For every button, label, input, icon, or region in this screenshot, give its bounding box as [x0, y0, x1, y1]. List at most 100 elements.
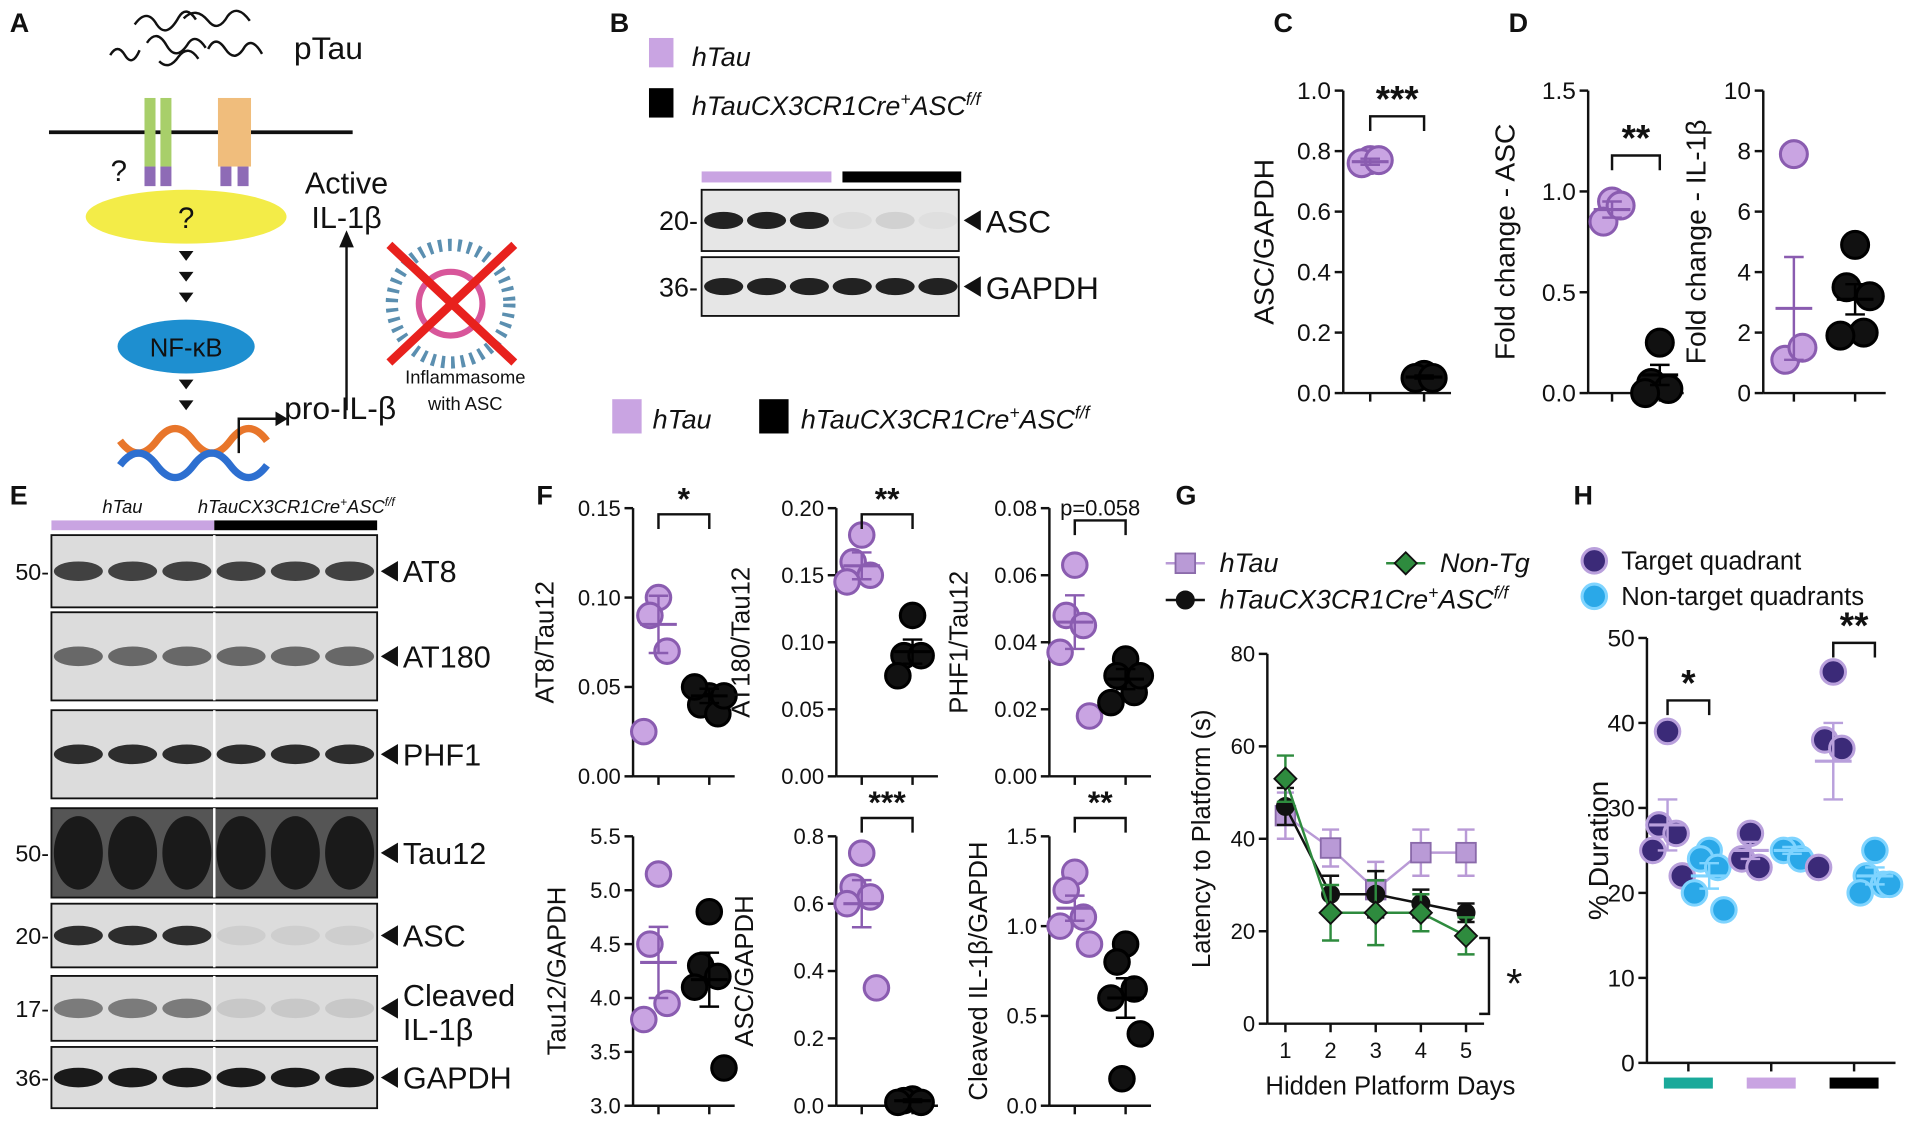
- dna-strand: [117, 449, 270, 482]
- band: [325, 744, 375, 765]
- band: [832, 277, 872, 296]
- significance-bracket: [860, 513, 914, 529]
- y-tick-label: 40: [1231, 827, 1256, 852]
- error-bar: [699, 951, 720, 1008]
- data-point: [1455, 841, 1477, 864]
- text-part: f/f: [1075, 403, 1092, 423]
- legend-label: hTauCX3CR1Cre+ASCf/f: [692, 89, 983, 121]
- legend-label: hTau: [1220, 548, 1279, 578]
- data-point: [1175, 590, 1195, 610]
- mw-marker: 20-: [15, 923, 49, 949]
- significance-label: ***: [869, 784, 907, 820]
- y-tick-label: 6: [1737, 199, 1751, 226]
- y-tick-label: 0.8: [793, 824, 824, 849]
- y-tick-label: 0.00: [994, 764, 1037, 789]
- y-tick-label: 0.00: [578, 764, 621, 789]
- y-axis-title: Latency to Platform (s): [1188, 710, 1216, 969]
- y-tick-label: 80: [1231, 642, 1256, 667]
- y-axis-title: ASC/GAPDH: [731, 895, 759, 1046]
- text-part: hTauCX3CR1Cre: [692, 91, 901, 121]
- y-axis-title: Tau12/GAPDH: [544, 887, 572, 1056]
- receptor-base: [237, 166, 249, 187]
- band-label: Cleaved: [403, 979, 515, 1013]
- y-axis-title: Cleaved IL-1β/GAPDH: [965, 841, 993, 1100]
- band: [216, 998, 266, 1019]
- band: [270, 1067, 320, 1088]
- data-point: [1046, 638, 1074, 667]
- band-label: ASC: [986, 204, 1051, 240]
- diagram-label: NF-κB: [150, 334, 223, 362]
- data-point: [1120, 975, 1148, 1003]
- band: [325, 816, 375, 890]
- y-tick-label: 0.4: [793, 959, 824, 984]
- band: [216, 1067, 266, 1088]
- error-bar: [1740, 840, 1761, 861]
- data-point: [1680, 879, 1709, 907]
- y-tick-label: 5.0: [590, 878, 621, 903]
- band-label: ASC: [403, 920, 466, 954]
- error-bar: [1782, 845, 1802, 856]
- band: [162, 646, 212, 667]
- panel-label: D: [1509, 8, 1528, 38]
- y-tick-label: 0.2: [1297, 320, 1331, 347]
- data-point: [1825, 320, 1856, 351]
- diagram-a: [48, 9, 353, 135]
- band: [53, 744, 103, 765]
- error-bar: [1414, 374, 1434, 380]
- significance-label: **: [1622, 118, 1651, 159]
- significance-label: *: [1506, 960, 1522, 1007]
- data-point: [1854, 281, 1885, 312]
- band: [108, 744, 158, 765]
- data-point: [1410, 841, 1432, 864]
- error-bar: [1065, 894, 1085, 922]
- y-tick-label: 0.2: [793, 1026, 824, 1051]
- arrow-marker: [380, 1067, 398, 1088]
- error-bar: [699, 687, 720, 705]
- y-axis-title: AT8/Tau12: [531, 581, 559, 703]
- significance-bracket: [1368, 115, 1426, 132]
- data-point: [1075, 702, 1104, 730]
- data-point: [1787, 332, 1818, 363]
- error-bar: [1115, 976, 1136, 1019]
- significance-label: **: [1088, 784, 1113, 820]
- data-point: [1662, 819, 1690, 848]
- y-tick-label: 0: [1243, 1011, 1255, 1036]
- data-point: [1393, 550, 1419, 576]
- band: [108, 998, 158, 1019]
- band: [325, 998, 375, 1019]
- group-bar: [1663, 1077, 1713, 1089]
- band: [704, 211, 744, 229]
- band: [875, 277, 915, 296]
- group-bar: [1829, 1077, 1879, 1089]
- lane-bar: [842, 171, 962, 183]
- band: [53, 998, 103, 1019]
- y-tick-label: 0.5: [1542, 280, 1576, 307]
- panel-label: F: [536, 481, 552, 511]
- arrow-marker: [963, 276, 981, 297]
- text-part: ASC: [1018, 405, 1076, 435]
- y-tick-label: 60: [1231, 734, 1256, 759]
- legend-swatch: [648, 37, 674, 68]
- y-tick-label: 0.10: [578, 585, 621, 610]
- significance-label: p=0.058: [1060, 496, 1140, 521]
- y-tick-label: 0.05: [578, 675, 621, 700]
- band: [162, 1067, 212, 1088]
- mw-marker: 36-: [659, 272, 698, 302]
- y-axis-title: Fold change - IL-1β: [1681, 119, 1712, 364]
- band-label: Tau12: [403, 837, 486, 871]
- y-tick-label: 0.08: [994, 496, 1037, 521]
- y-tick-label: 0.4: [1297, 260, 1331, 287]
- diagram-label: ?: [178, 202, 194, 235]
- legend-marker: [1580, 547, 1609, 575]
- data-point: [1046, 912, 1074, 940]
- legend-label: hTauCX3CR1Cre+ASCf/f: [1220, 583, 1511, 615]
- band: [216, 816, 266, 890]
- y-tick-label: 0.02: [994, 697, 1037, 722]
- error-bar: [1602, 200, 1622, 219]
- y-tick-label: 0.6: [793, 891, 824, 916]
- receptor-base: [220, 166, 232, 187]
- data-point: [1061, 551, 1089, 579]
- data-point: [1778, 139, 1809, 170]
- x-tick-label: 1: [1279, 1038, 1291, 1063]
